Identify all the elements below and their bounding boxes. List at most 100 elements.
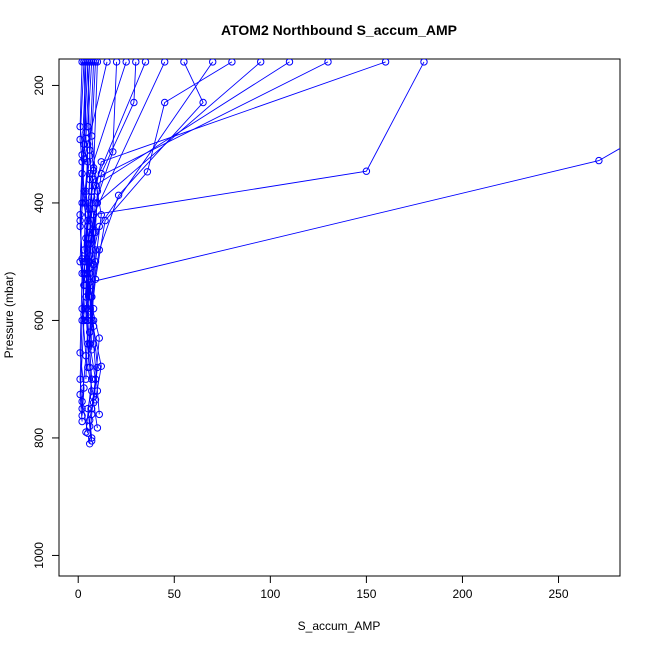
data-point (112, 59, 121, 66)
data-point (93, 363, 102, 372)
series-line-24 (85, 61, 146, 274)
data-point (103, 59, 111, 66)
data-point (78, 59, 86, 66)
data-point (88, 410, 96, 419)
data-point (161, 59, 169, 66)
data-point (84, 59, 92, 66)
data-point (82, 269, 90, 278)
x-tick-label: 0 (75, 587, 82, 601)
data-point (97, 362, 106, 370)
data-point (84, 340, 92, 348)
data-point (285, 59, 294, 66)
data-point (420, 59, 428, 66)
data-point (86, 59, 94, 66)
plot-frame (58, 58, 621, 577)
x-tick-label: 100 (260, 587, 280, 601)
data-point (86, 328, 94, 336)
data-point (199, 98, 207, 107)
data-point (161, 98, 169, 107)
series-line-23 (83, 61, 166, 315)
data-point (88, 187, 96, 195)
data-point (228, 59, 236, 66)
y-tick-label: 1000 (32, 542, 46, 569)
data-point (76, 135, 84, 144)
data-point (141, 59, 150, 66)
data-point (84, 429, 92, 437)
chart-title: ATOM2 Northbound S_accum_AMP (221, 22, 457, 38)
x-tick-label: 200 (452, 587, 472, 601)
data-point (76, 390, 84, 399)
data-point (91, 396, 100, 404)
data-point (82, 352, 90, 360)
series-line-7 (91, 61, 102, 400)
data-point (95, 246, 104, 254)
data-point (76, 349, 84, 357)
data-point (80, 246, 88, 254)
y-axis: 200 400 600 800 1000 (32, 75, 60, 569)
data-point (93, 424, 102, 432)
data-point (381, 59, 390, 66)
data-point (324, 59, 332, 66)
data-point (132, 59, 140, 66)
series-line-18 (83, 61, 386, 274)
series-line-22 (85, 61, 214, 315)
data-point (88, 404, 96, 413)
y-tick-label: 600 (32, 310, 46, 330)
y-axis-label: Pressure (mbar) (2, 272, 16, 359)
data-point (95, 334, 104, 342)
series-line-14 (89, 61, 204, 344)
data-point (80, 310, 88, 319)
y-tick-label: 800 (32, 428, 46, 448)
data-point (86, 340, 94, 348)
data-point (80, 187, 88, 195)
series-line-26 (83, 61, 108, 250)
data-point (362, 167, 371, 175)
data-point (78, 151, 86, 159)
x-tick-label: 50 (168, 587, 182, 601)
series-line-17 (85, 147, 620, 344)
series-line-20 (85, 61, 290, 297)
data-point (84, 216, 92, 225)
data-point (80, 59, 88, 66)
data-point (88, 59, 96, 66)
data-point (84, 140, 92, 148)
x-tick-label: 150 (356, 587, 376, 601)
data-point (143, 168, 152, 176)
y-tick-label: 200 (32, 75, 46, 95)
series-line-15 (89, 61, 233, 333)
series-line-6 (89, 61, 100, 409)
data-point (91, 59, 100, 66)
data-point (97, 211, 106, 219)
data-layer (76, 59, 620, 448)
data-point (82, 428, 90, 436)
data-point (130, 98, 138, 107)
data-point (82, 375, 90, 383)
data-point (76, 216, 84, 225)
data-point (122, 59, 130, 66)
data-point (86, 440, 94, 448)
data-point (80, 281, 88, 289)
data-point (82, 59, 90, 66)
data-point (80, 258, 88, 266)
series-line-25 (83, 61, 127, 262)
x-axis: 0 50 100 150 200 250 (75, 575, 569, 601)
data-point (93, 59, 102, 66)
data-point (95, 410, 104, 419)
data-point (82, 199, 90, 207)
data-point (91, 275, 100, 283)
x-axis-label: S_accum_AMP (298, 619, 381, 633)
data-point (257, 59, 265, 66)
data-point (95, 222, 104, 231)
data-point (595, 156, 603, 165)
y-tick-label: 400 (32, 193, 46, 213)
data-point (82, 310, 90, 319)
data-point (88, 375, 96, 383)
data-point (89, 59, 98, 66)
data-point (97, 158, 106, 166)
data-point (180, 59, 188, 66)
data-point (80, 140, 88, 148)
x-tick-label: 250 (549, 587, 569, 601)
data-point (84, 258, 92, 266)
data-point (209, 59, 217, 66)
